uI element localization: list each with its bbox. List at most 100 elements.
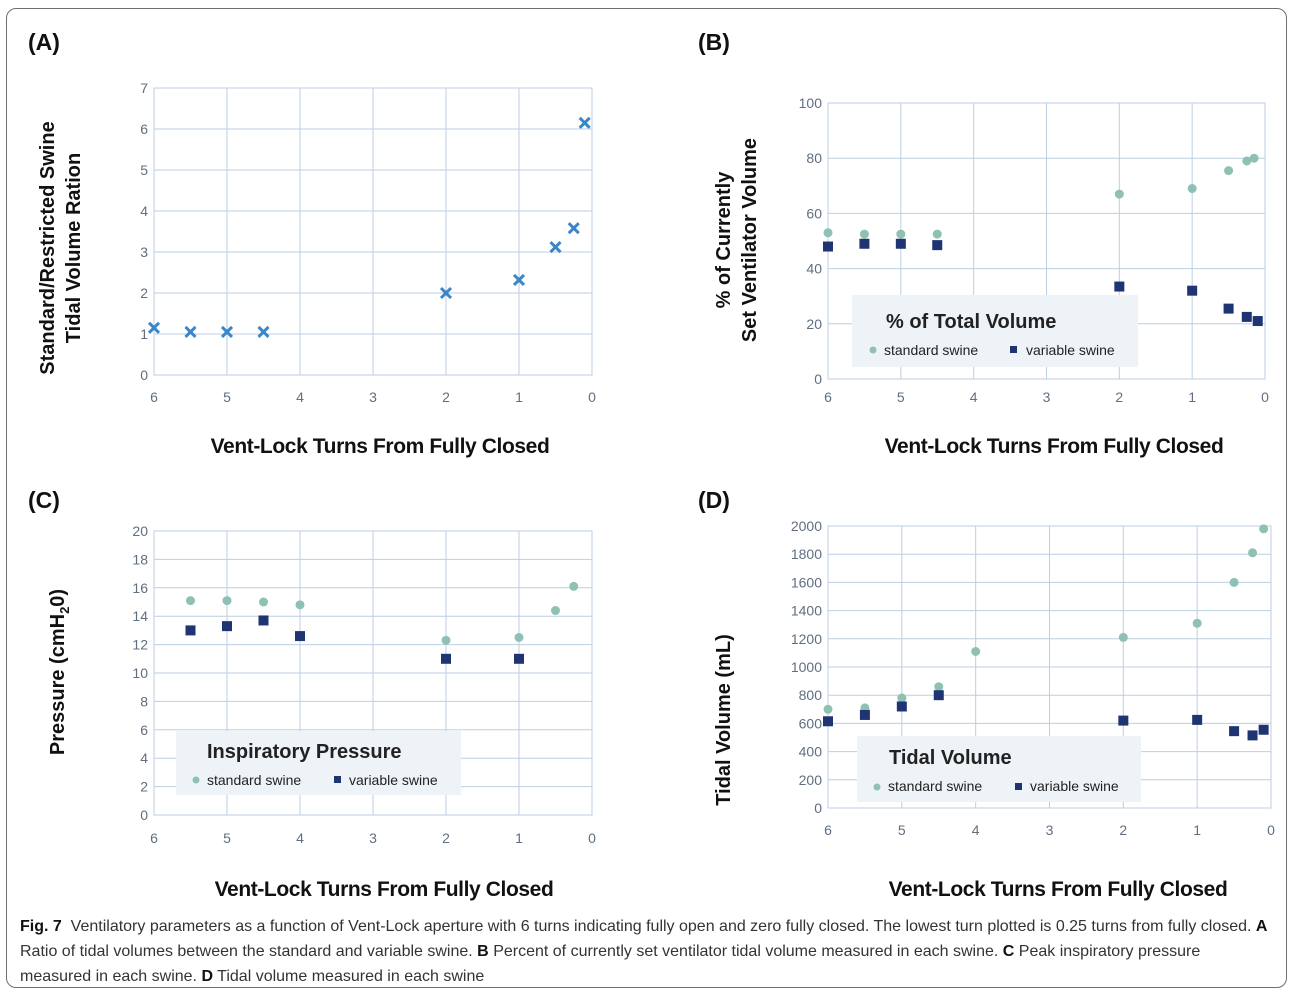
panel-b-standard-point [932, 229, 942, 239]
panel-d-xtick-label: 1 [1193, 822, 1201, 838]
panel-d-legend-box [857, 736, 1141, 802]
panel-a-data-point [147, 321, 161, 334]
panel-b-xtick-label: 3 [1043, 389, 1051, 405]
panel-d-ytick-label: 2000 [791, 518, 822, 534]
panel-b-legend: % of Total Volume standard swine variabl… [852, 295, 1138, 367]
panel-a-ytick-label: 2 [140, 285, 148, 301]
panel-d-legend-standard-marker [873, 783, 881, 791]
caption-c-text: Peak inspiratory pressure measured in ea… [20, 943, 1201, 985]
panel-d-ytick-label: 1400 [791, 603, 822, 619]
panel-c-variable-point [295, 631, 305, 642]
panel-b-variable-point [1187, 285, 1198, 296]
panel-a-ytick-label: 6 [140, 121, 148, 137]
panel-c-chart: (C) Pressure (cmH20) Vent-Lock Turns Fro… [28, 487, 596, 901]
panel-c-ytick-label: 0 [140, 807, 148, 823]
panel-a-xtick-label: 6 [150, 389, 158, 405]
panel-b-ytick-label: 20 [806, 316, 822, 332]
panel-a-data-point [439, 286, 453, 300]
panel-b-legend-variable-marker [1010, 346, 1017, 353]
panel-d-standard-point [1229, 577, 1239, 587]
panel-d-legend-variable-marker [1015, 783, 1022, 790]
panel-b-variable-point [859, 238, 870, 249]
panel-d-standard-point [934, 682, 944, 692]
panel-b-variable-point [932, 240, 943, 251]
panel-b-ylabel-line2: Set Ventilator Volume [739, 138, 761, 342]
panel-d-ytick-label: 1200 [791, 631, 822, 647]
caption-a-label: A [1255, 918, 1268, 935]
panel-d-ytick-label: 400 [799, 744, 823, 760]
panel-c-legend: Inspiratory Pressure standard swine vari… [176, 731, 461, 795]
panel-b-variable-point [1114, 281, 1125, 292]
panel-a-ytick-label: 4 [140, 203, 148, 219]
panel-c-legend-standard-label: standard swine [207, 772, 301, 788]
panel-c-xtick-label: 5 [223, 830, 231, 846]
panel-d-standard-point [897, 693, 907, 703]
panel-b-xtick-label: 4 [970, 389, 978, 405]
figure-charts: (A) Standard/Restricted Swine Tidal Volu… [28, 29, 1275, 901]
panel-a-chart: (A) Standard/Restricted Swine Tidal Volu… [28, 29, 596, 458]
panel-c-legend-variable-label: variable swine [349, 772, 438, 788]
panel-d-standard-point [1192, 618, 1202, 628]
panel-c-ytick-label: 18 [132, 551, 148, 567]
panel-d-ytick-label: 1800 [791, 546, 822, 562]
panel-d-ytick-label: 0 [814, 800, 822, 816]
panel-a-xtick-label: 4 [296, 389, 304, 405]
panel-c-xtick-label: 0 [588, 830, 596, 846]
figure-frame [6, 8, 1287, 988]
panel-d-variable-point [1192, 714, 1203, 725]
panel-d-variable-point [859, 709, 870, 720]
panel-d-ytick-label: 600 [799, 715, 823, 731]
figure-caption: Fig. 7 Ventilatory parameters as a funct… [20, 914, 1270, 989]
panel-c-ytick-label: 2 [140, 779, 148, 795]
panel-d-xtick-label: 3 [1046, 822, 1054, 838]
panel-b-standard-point [1249, 153, 1259, 163]
panel-b-legend-standard-label: standard swine [884, 342, 978, 358]
caption-c-label: C [1002, 943, 1015, 960]
panel-b-standard-point [1224, 166, 1234, 176]
panel-b-variable-point [1223, 303, 1234, 314]
panel-c-variable-point [258, 615, 269, 626]
panel-d-standard-point [971, 646, 981, 656]
panel-d-standard-point [1259, 524, 1269, 534]
caption-a-text: Ratio of tidal volumes between the stand… [20, 943, 473, 960]
panel-a-ytick-label: 7 [140, 80, 148, 96]
panel-c-xtick-label: 2 [442, 830, 450, 846]
caption-b-text: Percent of currently set ventilator tida… [493, 943, 999, 960]
panel-d-variable-point [1229, 726, 1240, 737]
panel-d-standard-point [1248, 548, 1258, 558]
panel-a-xtick-label: 3 [369, 389, 377, 405]
panel-b-xtick-label: 5 [897, 389, 905, 405]
caption-d-label: D [201, 968, 213, 985]
panel-d-xtick-label: 0 [1267, 822, 1275, 838]
panel-a-ytick-label: 1 [140, 326, 148, 342]
panel-c-standard-point [551, 606, 560, 616]
panel-d-variable-point [933, 690, 944, 701]
panel-b-ytick-label: 0 [814, 371, 822, 387]
panel-b-legend-box [852, 295, 1138, 367]
panel-c-standard-point [295, 600, 305, 610]
panel-c-variable-point [441, 653, 451, 664]
panel-c-ytick-label: 6 [140, 722, 148, 738]
panel-d-ytick-label: 200 [799, 772, 823, 788]
panel-c-ylabel-sub: 2 [57, 607, 72, 614]
panel-b-standard-point [1187, 184, 1197, 194]
panel-c-standard-point [514, 633, 524, 642]
panel-c-standard-point [441, 635, 451, 645]
panel-c-ytick-label: 14 [132, 608, 148, 624]
caption-b-label: B [477, 943, 489, 960]
panel-a-data-point [257, 325, 270, 339]
panel-b-ytick-label: 80 [806, 150, 822, 166]
panel-b-ytick-label: 40 [806, 261, 822, 277]
panel-a-letter: (A) [28, 29, 60, 55]
panel-d-variable-point [1247, 730, 1258, 741]
panel-b-standard-point [1114, 189, 1124, 199]
panel-d-ytick-label: 800 [799, 687, 823, 703]
panel-a-ytick-label: 0 [140, 367, 148, 383]
panel-d-ytick-label: 1600 [791, 574, 822, 590]
panel-b-letter: (B) [698, 29, 730, 55]
caption-d-text: Tidal volume measured in each swine [217, 968, 485, 985]
panel-a-data-point [549, 241, 562, 254]
panel-b-ylabel-line1: % of Currently [713, 171, 735, 309]
